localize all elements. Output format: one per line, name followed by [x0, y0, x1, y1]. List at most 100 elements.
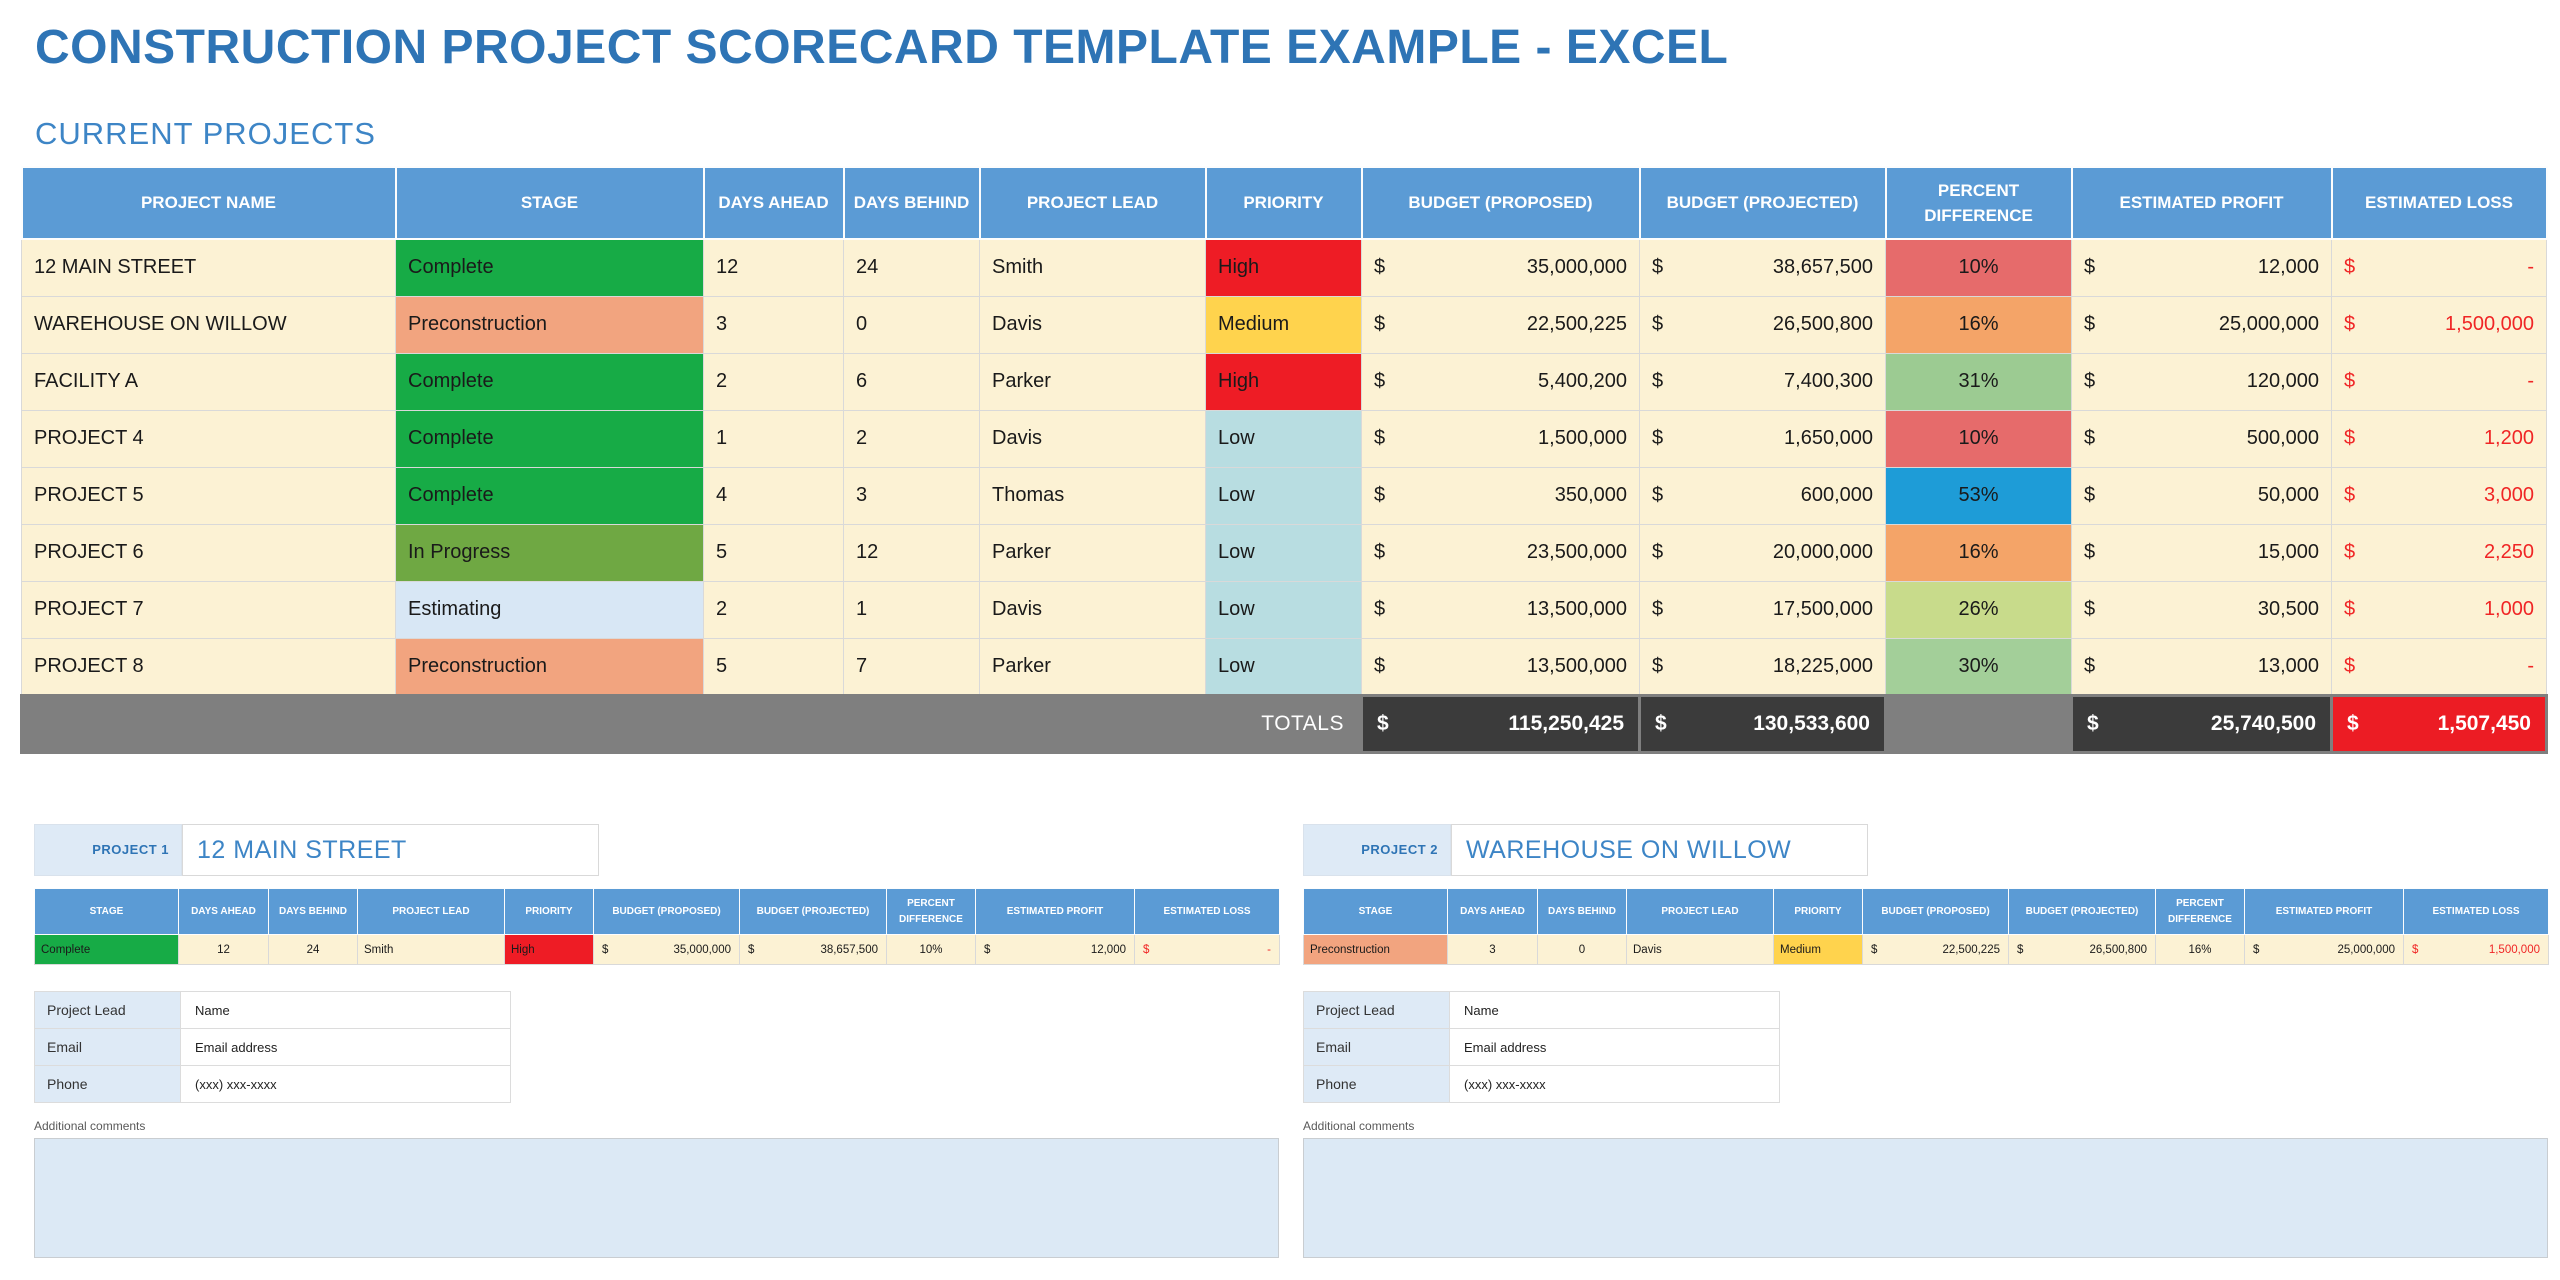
cell-percent-difference[interactable]: 26%: [1885, 580, 2072, 639]
cell-percent-difference[interactable]: 16%: [1885, 523, 2072, 582]
cell-stage[interactable]: Complete: [395, 352, 704, 411]
cell-estimated-profit[interactable]: $500,000: [2071, 409, 2332, 468]
cell-project-name[interactable]: PROJECT 7: [21, 580, 396, 639]
cell-budget-proposed[interactable]: $5,400,200: [1361, 352, 1640, 411]
cell-budget-proposed[interactable]: $1,500,000: [1361, 409, 1640, 468]
cell-project-lead[interactable]: Parker: [979, 637, 1206, 696]
cell-priority[interactable]: Low: [1205, 466, 1362, 525]
cell-budget-projected[interactable]: $7,400,300: [1639, 352, 1886, 411]
mini-cell-estimated-profit[interactable]: $25,000,000: [2244, 934, 2404, 965]
mini-cell-percent-difference[interactable]: 10%: [886, 934, 976, 965]
cell-project-lead[interactable]: Thomas: [979, 466, 1206, 525]
project-card-name-field[interactable]: 12 MAIN STREET: [182, 824, 599, 876]
mini-cell-budget-projected[interactable]: $26,500,800: [2008, 934, 2156, 965]
cell-days-ahead[interactable]: 1: [703, 409, 844, 468]
cell-estimated-loss[interactable]: $ -: [2331, 238, 2547, 297]
cell-stage[interactable]: Complete: [395, 409, 704, 468]
cell-stage[interactable]: Preconstruction: [395, 295, 704, 354]
mini-cell-priority[interactable]: High: [504, 934, 594, 965]
cell-days-ahead[interactable]: 12: [703, 238, 844, 297]
cell-estimated-loss[interactable]: $1,200: [2331, 409, 2547, 468]
cell-budget-projected[interactable]: $1,650,000: [1639, 409, 1886, 468]
cell-days-ahead[interactable]: 4: [703, 466, 844, 525]
cell-project-name[interactable]: WAREHOUSE ON WILLOW: [21, 295, 396, 354]
mini-cell-estimated-loss[interactable]: $1,500,000: [2403, 934, 2549, 965]
cell-priority[interactable]: Low: [1205, 523, 1362, 582]
mini-cell-project-lead[interactable]: Smith: [357, 934, 505, 965]
mini-cell-budget-proposed[interactable]: $22,500,225: [1862, 934, 2009, 965]
cell-project-lead[interactable]: Parker: [979, 352, 1206, 411]
cell-project-lead[interactable]: Davis: [979, 295, 1206, 354]
mini-cell-budget-proposed[interactable]: $35,000,000: [593, 934, 740, 965]
mini-cell-priority[interactable]: Medium: [1773, 934, 1863, 965]
cell-estimated-profit[interactable]: $30,500: [2071, 580, 2332, 639]
mini-cell-estimated-loss[interactable]: $ -: [1134, 934, 1280, 965]
cell-percent-difference[interactable]: 31%: [1885, 352, 2072, 411]
mini-cell-days-behind[interactable]: 24: [268, 934, 358, 965]
cell-percent-difference[interactable]: 16%: [1885, 295, 2072, 354]
contact-phone-field[interactable]: (xxx) xxx-xxxx: [180, 1065, 511, 1103]
cell-project-name[interactable]: PROJECT 4: [21, 409, 396, 468]
cell-days-behind[interactable]: 2: [843, 409, 980, 468]
mini-cell-days-ahead[interactable]: 12: [178, 934, 269, 965]
cell-budget-projected[interactable]: $17,500,000: [1639, 580, 1886, 639]
cell-stage[interactable]: Complete: [395, 238, 704, 297]
cell-priority[interactable]: Medium: [1205, 295, 1362, 354]
cell-estimated-loss[interactable]: $3,000: [2331, 466, 2547, 525]
cell-days-behind[interactable]: 7: [843, 637, 980, 696]
cell-project-name[interactable]: PROJECT 5: [21, 466, 396, 525]
cell-project-name[interactable]: FACILITY A: [21, 352, 396, 411]
cell-priority[interactable]: High: [1205, 352, 1362, 411]
cell-days-behind[interactable]: 6: [843, 352, 980, 411]
contact-lead-field[interactable]: Name: [180, 991, 511, 1029]
cell-days-ahead[interactable]: 3: [703, 295, 844, 354]
cell-estimated-profit[interactable]: $25,000,000: [2071, 295, 2332, 354]
mini-cell-percent-difference[interactable]: 16%: [2155, 934, 2245, 965]
cell-budget-proposed[interactable]: $13,500,000: [1361, 580, 1640, 639]
mini-cell-days-ahead[interactable]: 3: [1447, 934, 1538, 965]
cell-budget-projected[interactable]: $38,657,500: [1639, 238, 1886, 297]
cell-budget-projected[interactable]: $26,500,800: [1639, 295, 1886, 354]
comments-box[interactable]: [1303, 1138, 2548, 1258]
cell-budget-proposed[interactable]: $35,000,000: [1361, 238, 1640, 297]
cell-days-behind[interactable]: 24: [843, 238, 980, 297]
contact-email-field[interactable]: Email address: [1449, 1028, 1780, 1066]
cell-priority[interactable]: Low: [1205, 637, 1362, 696]
cell-percent-difference[interactable]: 10%: [1885, 409, 2072, 468]
project-card-name-field[interactable]: WAREHOUSE ON WILLOW: [1451, 824, 1868, 876]
mini-cell-project-lead[interactable]: Davis: [1626, 934, 1774, 965]
contact-email-field[interactable]: Email address: [180, 1028, 511, 1066]
mini-cell-stage[interactable]: Complete: [34, 934, 179, 965]
cell-estimated-loss[interactable]: $1,000: [2331, 580, 2547, 639]
cell-budget-projected[interactable]: $20,000,000: [1639, 523, 1886, 582]
cell-stage[interactable]: In Progress: [395, 523, 704, 582]
cell-days-behind[interactable]: 1: [843, 580, 980, 639]
cell-days-behind[interactable]: 3: [843, 466, 980, 525]
cell-budget-proposed[interactable]: $350,000: [1361, 466, 1640, 525]
cell-budget-proposed[interactable]: $23,500,000: [1361, 523, 1640, 582]
cell-budget-projected[interactable]: $18,225,000: [1639, 637, 1886, 696]
cell-estimated-profit[interactable]: $120,000: [2071, 352, 2332, 411]
cell-project-lead[interactable]: Davis: [979, 580, 1206, 639]
cell-project-name[interactable]: 12 MAIN STREET: [21, 238, 396, 297]
comments-box[interactable]: [34, 1138, 1279, 1258]
cell-percent-difference[interactable]: 53%: [1885, 466, 2072, 525]
cell-priority[interactable]: High: [1205, 238, 1362, 297]
cell-percent-difference[interactable]: 10%: [1885, 238, 2072, 297]
cell-budget-projected[interactable]: $600,000: [1639, 466, 1886, 525]
cell-estimated-loss[interactable]: $ -: [2331, 352, 2547, 411]
cell-estimated-loss[interactable]: $1,500,000: [2331, 295, 2547, 354]
cell-project-name[interactable]: PROJECT 6: [21, 523, 396, 582]
mini-cell-days-behind[interactable]: 0: [1537, 934, 1627, 965]
cell-project-lead[interactable]: Parker: [979, 523, 1206, 582]
cell-estimated-profit[interactable]: $12,000: [2071, 238, 2332, 297]
cell-project-lead[interactable]: Davis: [979, 409, 1206, 468]
cell-estimated-loss[interactable]: $ -: [2331, 637, 2547, 696]
cell-project-name[interactable]: PROJECT 8: [21, 637, 396, 696]
cell-days-behind[interactable]: 0: [843, 295, 980, 354]
cell-stage[interactable]: Complete: [395, 466, 704, 525]
cell-percent-difference[interactable]: 30%: [1885, 637, 2072, 696]
cell-estimated-profit[interactable]: $50,000: [2071, 466, 2332, 525]
cell-days-ahead[interactable]: 5: [703, 637, 844, 696]
mini-cell-stage[interactable]: Preconstruction: [1303, 934, 1448, 965]
